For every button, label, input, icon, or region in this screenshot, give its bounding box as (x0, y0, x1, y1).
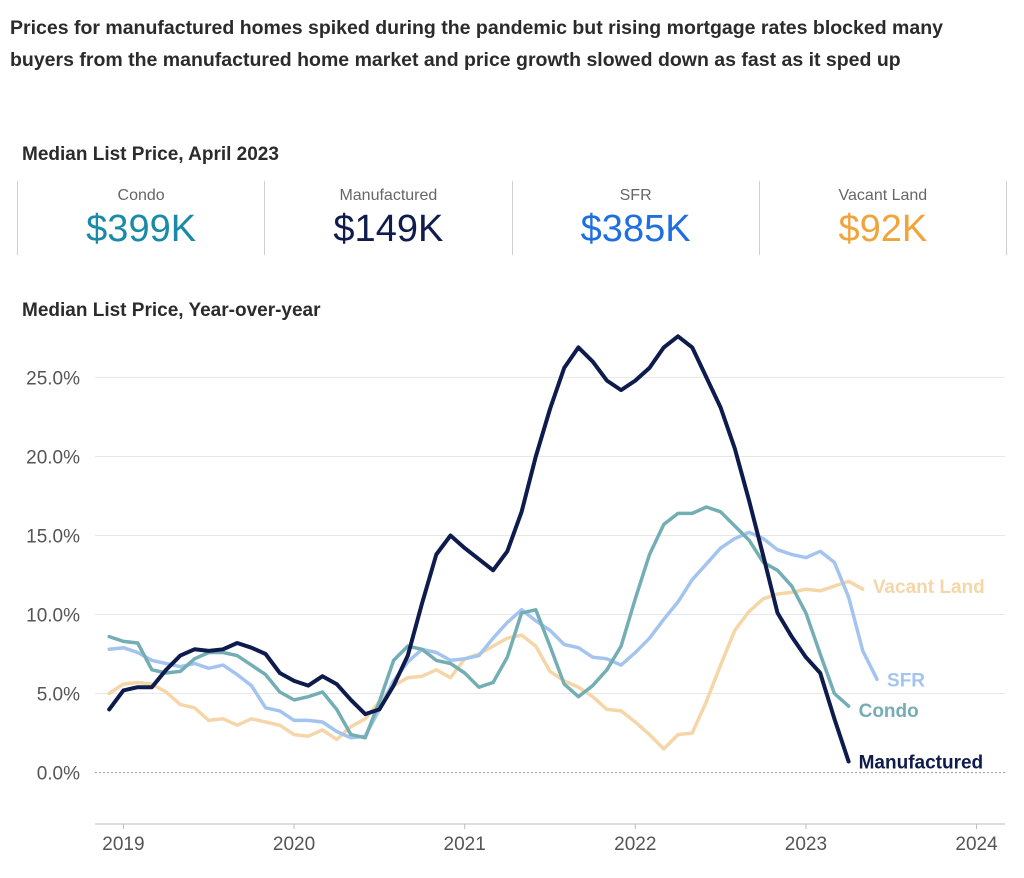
series-line-condo (107, 505, 851, 740)
kpi-value: $92K (838, 208, 928, 250)
series-line-manufactured (107, 334, 851, 764)
y-tick-label: 20.0% (26, 447, 80, 468)
kpi-value: $399K (86, 208, 197, 250)
x-tick-label: 2024 (955, 834, 998, 855)
kpi-value: $149K (333, 208, 444, 250)
y-tick-label: 0.0% (37, 764, 80, 785)
y-tick-label: 5.0% (37, 685, 80, 706)
series-label-vacant-land: Vacant Land (873, 577, 985, 598)
kpi-condo: Condo $399K (17, 181, 264, 255)
kpi-manufactured: Manufactured $149K (264, 181, 511, 255)
kpi-label: Condo (117, 187, 165, 204)
series-label-manufactured: Manufactured (859, 753, 984, 774)
kpi-label: Vacant Land (838, 187, 928, 204)
kpi-row: Condo $399K Manufactured $149K SFR $385K… (17, 181, 1007, 255)
axis-ticks: 0.0% 5.0% 10.0% 15.0% 20.0% 25.0% 2019 2020 2021… (26, 368, 1005, 855)
kpi-section-title: Median List Price, April 2023 (22, 144, 279, 165)
series-line-sfr (107, 530, 879, 740)
y-tick-label: 10.0% (26, 606, 80, 627)
kpi-value: $385K (580, 208, 691, 250)
series-label-condo: Condo (859, 701, 919, 722)
y-tick-label: 15.0% (26, 526, 80, 547)
line-chart: 0.0% 5.0% 10.0% 15.0% 20.0% 25.0% 2019 2020 2021… (26, 334, 1005, 855)
chart-section-title: Median List Price, Year-over-year (22, 300, 321, 321)
kpi-label: Manufactured (339, 187, 438, 204)
x-tick-label: 2019 (102, 834, 144, 855)
headline: Prices for manufactured homes spiked dur… (10, 17, 943, 71)
kpi-label: SFR (619, 187, 652, 204)
series-lines (107, 334, 879, 764)
y-tick-label: 25.0% (26, 368, 80, 389)
kpi-vacant-land: Vacant Land $92K (758, 181, 1007, 255)
x-tick-label: 2021 (444, 834, 486, 855)
series-line-vacant-land (107, 579, 865, 751)
x-tick-label: 2023 (785, 834, 827, 855)
kpi-sfr: SFR $385K (511, 181, 759, 255)
series-labels: Vacant Land SFR Condo Manufactured (859, 577, 985, 773)
series-label-sfr: SFR (887, 670, 925, 691)
x-tick-label: 2022 (614, 834, 656, 855)
x-tick-label: 2020 (273, 834, 315, 855)
